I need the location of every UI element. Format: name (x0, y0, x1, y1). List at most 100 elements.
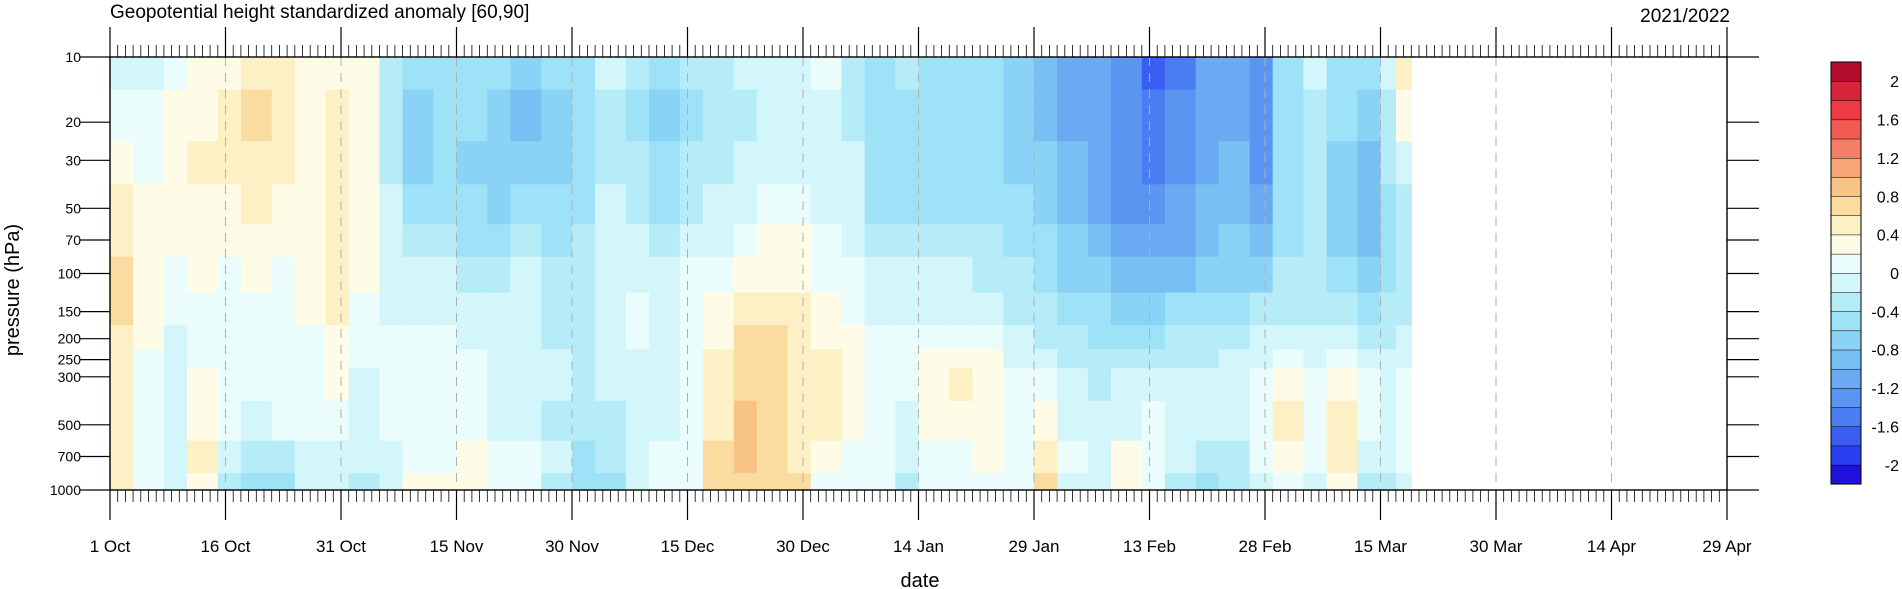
anomaly-cell (456, 440, 488, 474)
anomaly-cell (487, 473, 511, 491)
anomaly-cell (510, 57, 542, 91)
anomaly-cell (1141, 89, 1166, 142)
anomaly-cell (1303, 256, 1328, 294)
anomaly-cell (294, 57, 327, 91)
anomaly-cell (433, 368, 458, 402)
anomaly-cell (864, 184, 896, 225)
heatmap-cells (110, 57, 1412, 491)
anomaly-cell (895, 89, 920, 142)
anomaly-cell (787, 141, 812, 185)
anomaly-cell (1164, 400, 1197, 442)
anomaly-cell (240, 141, 273, 185)
anomaly-cell (810, 57, 843, 91)
colorbar-swatch (1830, 445, 1862, 466)
anomaly-cell (294, 89, 327, 142)
x-tick-label: 15 Dec (661, 537, 715, 556)
anomaly-cell (1326, 57, 1358, 91)
anomaly-cell (110, 368, 134, 402)
anomaly-cell (702, 349, 735, 369)
anomaly-cell (510, 141, 542, 185)
anomaly-cell (918, 349, 950, 369)
anomaly-cell (1303, 473, 1328, 491)
anomaly-cell (1357, 256, 1382, 294)
season-label: 2021/2022 (1640, 6, 1730, 27)
anomaly-cell (649, 368, 681, 402)
anomaly-cell (1303, 349, 1328, 369)
colorbar-swatch (1830, 234, 1862, 255)
anomaly-cell (271, 349, 296, 369)
anomaly-cell (949, 57, 973, 91)
anomaly-cell (1326, 440, 1358, 474)
anomaly-cell (841, 224, 866, 258)
anomaly-cell (972, 256, 1004, 294)
anomaly-cell (1249, 325, 1274, 350)
anomaly-cell (1003, 473, 1035, 491)
anomaly-cell (1111, 349, 1143, 369)
anomaly-cell (1326, 141, 1358, 185)
anomaly-cell (133, 89, 165, 142)
anomaly-cell (325, 349, 350, 369)
anomaly-cell (895, 256, 920, 294)
anomaly-cell (972, 292, 1004, 326)
anomaly-cell (841, 440, 866, 474)
anomaly-cell (187, 57, 219, 91)
anomaly-cell (133, 368, 165, 402)
anomaly-cell (733, 368, 758, 402)
anomaly-cell (1087, 224, 1112, 258)
anomaly-cell (1141, 440, 1166, 474)
anomaly-cell (972, 349, 1004, 369)
anomaly-cell (1380, 292, 1397, 326)
anomaly-cell (325, 224, 350, 258)
anomaly-cell (1141, 184, 1166, 225)
anomaly-cell (456, 400, 488, 442)
anomaly-cell (1195, 89, 1220, 142)
anomaly-cell (1003, 292, 1035, 326)
anomaly-cell (787, 184, 812, 225)
anomaly-cell (487, 89, 511, 142)
anomaly-cell (1272, 89, 1305, 142)
colorbar-label: -0.4 (1871, 304, 1899, 321)
anomaly-cell (679, 349, 704, 369)
x-tick-label: 29 Apr (1702, 537, 1751, 556)
anomaly-cell (949, 325, 973, 350)
anomaly-cell (1141, 292, 1166, 326)
anomaly-cell (217, 368, 242, 402)
anomaly-cell (972, 89, 1004, 142)
anomaly-cell (456, 349, 488, 369)
anomaly-cell (433, 349, 458, 369)
anomaly-cell (1272, 224, 1305, 258)
anomaly-cell (1326, 368, 1358, 402)
anomaly-cell (625, 368, 650, 402)
anomaly-cell (679, 473, 704, 491)
anomaly-cell (456, 473, 488, 491)
anomaly-cell (1003, 184, 1035, 225)
anomaly-cell (972, 368, 1004, 402)
anomaly-cell (510, 184, 542, 225)
anomaly-cell (271, 141, 296, 185)
anomaly-cell (110, 349, 134, 369)
anomaly-cell (649, 440, 681, 474)
anomaly-cell (1057, 184, 1089, 225)
anomaly-cell (133, 325, 165, 350)
y-tick-label: 700 (58, 448, 82, 464)
anomaly-cell (217, 256, 242, 294)
anomaly-cell (1195, 400, 1220, 442)
anomaly-cell (163, 368, 188, 402)
anomaly-cell (1003, 325, 1035, 350)
anomaly-cell (541, 141, 573, 185)
anomaly-cell (1164, 368, 1197, 402)
anomaly-cell (864, 224, 896, 258)
anomaly-cell (787, 400, 812, 442)
anomaly-cell (1164, 256, 1197, 294)
anomaly-cell (348, 325, 381, 350)
anomaly-cell (110, 292, 134, 326)
anomaly-cell (1303, 440, 1328, 474)
anomaly-cell (487, 368, 511, 402)
anomaly-cell (1111, 57, 1143, 91)
anomaly-cell (271, 256, 296, 294)
anomaly-cell (895, 141, 920, 185)
anomaly-cell (1395, 368, 1412, 402)
anomaly-cell (402, 325, 434, 350)
anomaly-cell (841, 349, 866, 369)
anomaly-cell (756, 473, 789, 491)
